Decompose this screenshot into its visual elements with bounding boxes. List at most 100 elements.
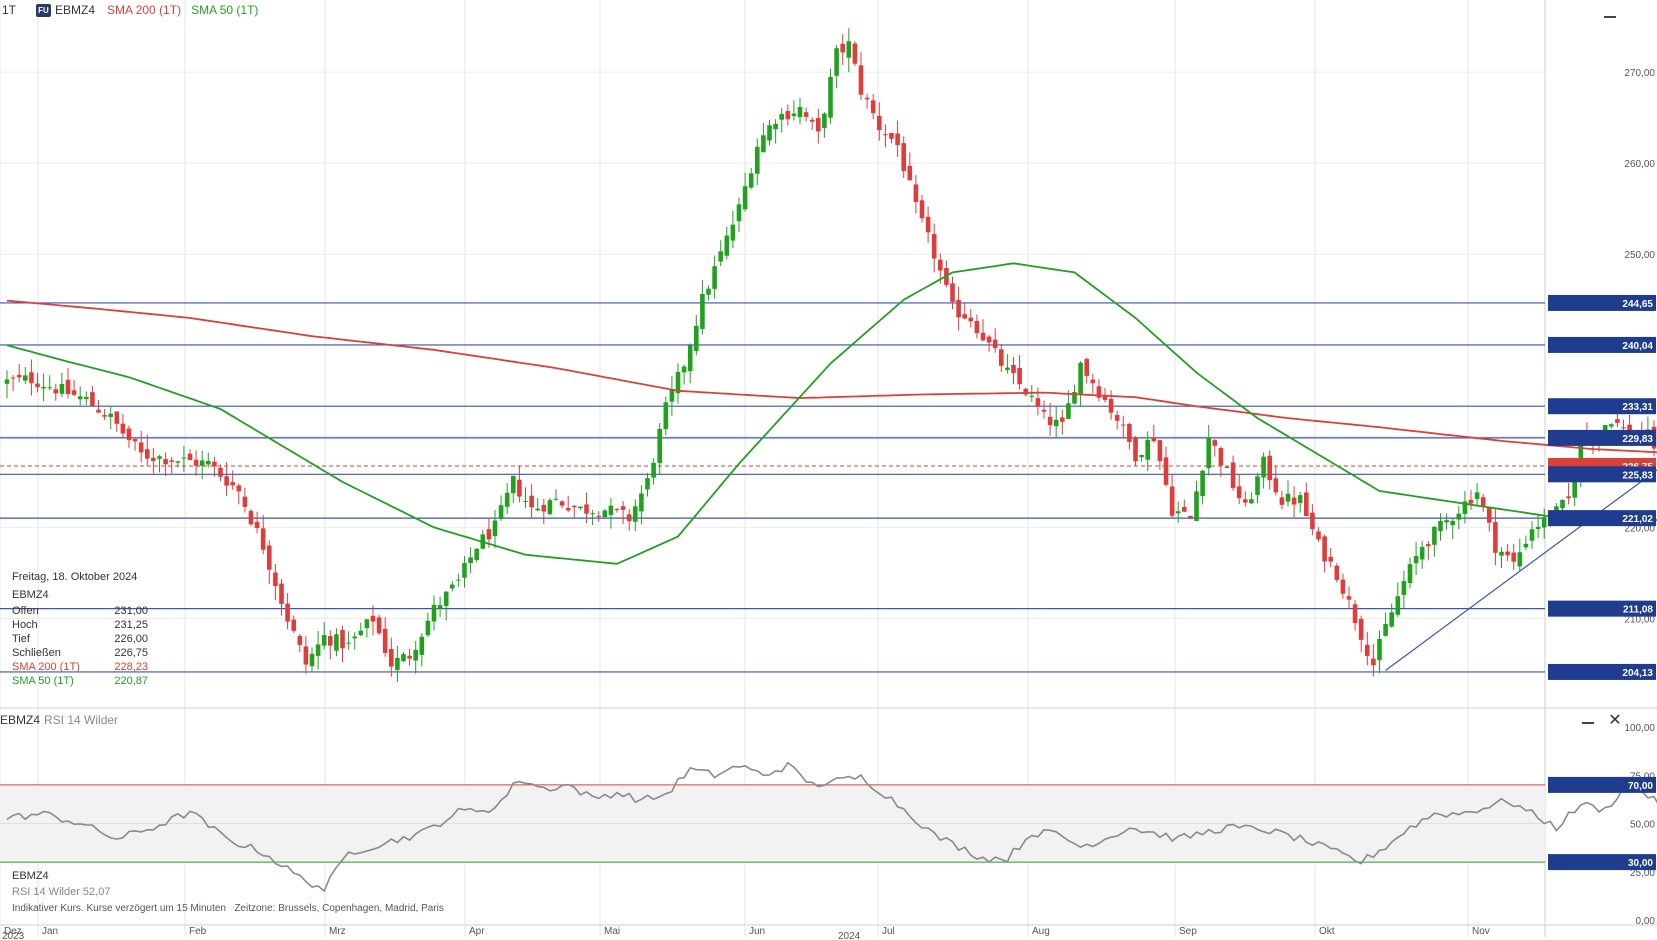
candle-body: [4, 379, 10, 384]
candle-body: [126, 428, 132, 441]
candle-body: [1218, 448, 1224, 466]
candle-body: [755, 146, 760, 174]
rsi-indicator-name: RSI 14 Wilder: [44, 713, 119, 727]
price-tick-label: 210,00: [1624, 614, 1655, 625]
candle-body: [761, 135, 766, 153]
sma50-legend[interactable]: SMA 50 (1T): [191, 3, 259, 17]
candle-body: [706, 288, 711, 295]
candle-body: [279, 583, 284, 604]
candle-body: [877, 115, 882, 131]
rsi-band-tag-text: 30,00: [1628, 858, 1653, 869]
candle-body: [364, 619, 370, 629]
year-label: 2024: [838, 931, 861, 940]
candle-body: [340, 629, 345, 649]
level-price-tag: [1548, 663, 1656, 680]
candle-body: [120, 423, 126, 434]
level-price-tag-text: 229,83: [1622, 434, 1653, 445]
candle-body: [1517, 552, 1523, 567]
candle-body: [29, 372, 34, 384]
candle-body: [425, 620, 431, 636]
candle-body: [736, 204, 742, 222]
candle-body: [1413, 556, 1419, 564]
candle-body: [1572, 473, 1577, 498]
candle-body: [1023, 388, 1028, 395]
candle-body: [852, 43, 858, 64]
candle-body: [724, 235, 730, 256]
candle-body: [297, 635, 303, 645]
rsi-band-tag: [1548, 854, 1656, 871]
minimize-rsi-pane-icon[interactable]: [1581, 714, 1595, 728]
candle-body: [437, 605, 443, 610]
candle-body: [407, 655, 412, 659]
info-row-low: Tief 226,00: [12, 633, 148, 645]
candle-body: [1041, 409, 1047, 412]
candle-body: [541, 504, 547, 512]
symbol-label[interactable]: EBMZ4: [55, 3, 96, 17]
candle-body: [1188, 515, 1193, 518]
candle-body: [1297, 495, 1303, 503]
candle-body: [791, 113, 797, 117]
candle-body: [1200, 470, 1205, 497]
sma200-legend[interactable]: SMA 200 (1T): [107, 3, 182, 17]
candle-body: [187, 453, 193, 461]
candle-body: [846, 41, 852, 58]
candle-body: [1206, 437, 1211, 469]
candle-body: [41, 386, 46, 389]
candle-body: [236, 485, 242, 492]
candle-body: [1035, 398, 1041, 407]
period-selector[interactable]: 1T: [2, 3, 17, 17]
month-label: Jan: [42, 926, 58, 937]
candle-body: [382, 628, 388, 653]
candle-body: [1090, 379, 1096, 384]
candle-body: [77, 396, 83, 400]
year-label: 2023: [2, 931, 25, 940]
month-label: Apr: [469, 926, 485, 937]
candle-body: [1304, 492, 1309, 516]
candle-body: [1352, 604, 1358, 624]
candle-body: [224, 476, 229, 486]
candle-body: [151, 457, 156, 461]
candle-body: [1365, 644, 1370, 656]
candle-body: [376, 617, 382, 634]
candle-body: [504, 492, 510, 507]
candle-body: [1249, 499, 1254, 504]
candle-body: [986, 336, 992, 343]
candle-body: [389, 648, 394, 667]
candle-body: [1419, 546, 1425, 560]
candle-body: [53, 389, 59, 394]
candle-body: [1602, 425, 1608, 434]
candle-body: [1487, 507, 1492, 523]
candle-body: [694, 325, 699, 351]
candle-body: [1108, 398, 1114, 413]
candle-body: [285, 603, 290, 622]
candle-body: [858, 65, 864, 95]
candle-body: [90, 392, 95, 406]
candle-body: [1151, 437, 1157, 442]
candle-body: [1017, 367, 1022, 385]
candle-body: [1127, 423, 1132, 442]
candle-body: [1578, 433, 1584, 475]
info-row-open: Offen 231,00: [12, 605, 148, 617]
candle-body: [1230, 462, 1236, 488]
candle-body: [980, 332, 986, 341]
candle-body: [1426, 544, 1431, 547]
candle-body: [199, 460, 205, 466]
candle-body: [328, 636, 333, 646]
candle-body: [65, 379, 71, 395]
rsi-tick-label: 75,00: [1630, 771, 1655, 782]
close-rsi-pane-icon[interactable]: ✕: [1608, 712, 1622, 729]
candle-body: [1407, 564, 1413, 584]
candle-body: [1535, 526, 1541, 530]
candle-body: [675, 371, 681, 394]
candle-body: [1121, 424, 1126, 426]
candle-body: [218, 467, 223, 477]
rsi-band-tag: [1548, 776, 1656, 793]
candle-body: [797, 107, 803, 118]
candle-body: [517, 479, 522, 497]
candle-body: [1474, 492, 1480, 499]
candle-body: [925, 216, 931, 233]
minimize-main-pane-icon[interactable]: [1603, 6, 1617, 20]
candle-body: [309, 653, 315, 667]
candle-body: [864, 97, 870, 100]
